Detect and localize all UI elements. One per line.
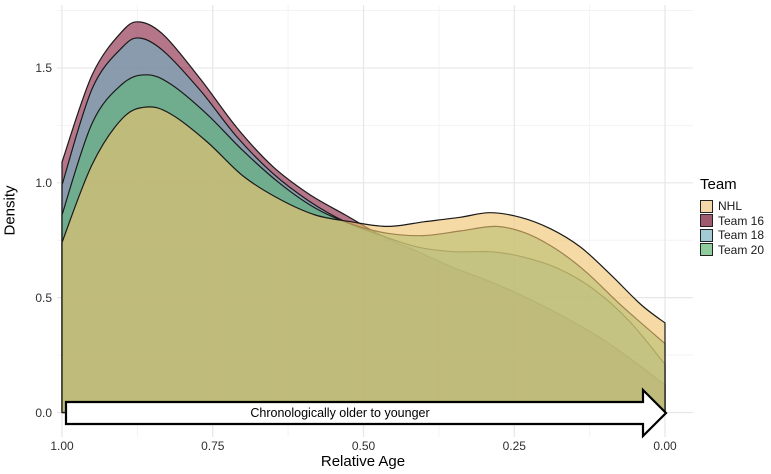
- legend-item-nhl: NHL: [700, 199, 764, 214]
- y-tick-label: 0.0: [35, 405, 52, 420]
- x-tick-label: 0.50: [351, 439, 376, 453]
- legend-item-label: Team 18: [718, 228, 765, 243]
- y-tick-label: 1.0: [35, 175, 52, 190]
- legend-swatch-icon: [700, 214, 713, 228]
- x-tick-label: 0.75: [201, 439, 225, 453]
- legend-items: NHL Team 16 Team 18 Team 20: [700, 199, 764, 257]
- legend-item-team-20: Team 20: [700, 243, 764, 258]
- legend-swatch-icon: [700, 243, 713, 257]
- x-tick-label: 0.25: [502, 439, 526, 453]
- legend-swatch-icon: [700, 228, 713, 242]
- older-to-younger-arrow: [64, 387, 668, 439]
- legend-item-team-16: Team 16: [700, 214, 764, 229]
- density-area-nhl: [61, 106, 666, 414]
- y-axis-title: Density: [1, 185, 19, 236]
- legend-item-label: NHL: [718, 199, 743, 214]
- legend-title: Team: [700, 176, 737, 193]
- y-tick-label: 1.5: [35, 60, 52, 75]
- legend-item-label: Team 20: [718, 242, 765, 257]
- x-tick-label: 0.00: [653, 439, 677, 453]
- x-tick-label: 1.00: [50, 439, 74, 453]
- legend-item-team-18: Team 18: [700, 228, 764, 243]
- x-axis-title: Relative Age: [320, 453, 406, 470]
- legend: Team NHL Team 16 Team 18 Team 20: [700, 176, 764, 257]
- y-tick-label: 0.5: [35, 290, 52, 305]
- legend-swatch-icon: [700, 199, 713, 213]
- legend-item-label: Team 16: [718, 213, 765, 228]
- arrow-annotation-label: Chronologically older to younger: [250, 406, 430, 420]
